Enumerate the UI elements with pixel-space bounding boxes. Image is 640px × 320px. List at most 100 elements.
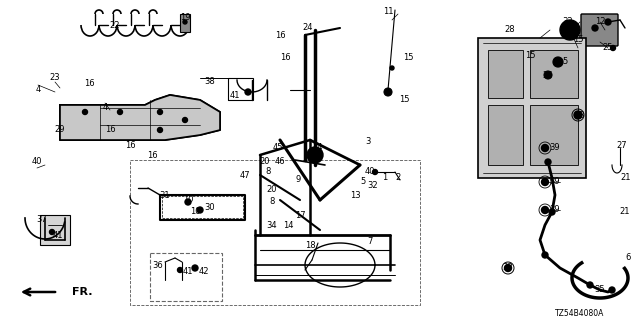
Wedge shape	[526, 50, 554, 65]
Text: 19: 19	[180, 13, 190, 22]
Text: 24: 24	[303, 23, 313, 33]
Text: 28: 28	[505, 26, 515, 35]
Circle shape	[611, 45, 616, 51]
Text: 31: 31	[160, 190, 170, 199]
Text: 38: 38	[205, 77, 216, 86]
Circle shape	[192, 265, 198, 271]
Text: 8: 8	[266, 167, 271, 177]
Text: 41: 41	[183, 268, 193, 276]
Text: 25: 25	[603, 44, 613, 52]
Circle shape	[185, 199, 191, 205]
Text: 10: 10	[183, 196, 193, 204]
Circle shape	[592, 25, 598, 31]
Circle shape	[545, 159, 551, 165]
Bar	[150, 253, 222, 301]
Circle shape	[605, 19, 611, 25]
Text: 2: 2	[396, 173, 401, 182]
Circle shape	[574, 111, 582, 119]
Text: 13: 13	[349, 190, 360, 199]
Circle shape	[182, 117, 188, 123]
Text: 39: 39	[550, 178, 560, 187]
Circle shape	[183, 20, 187, 24]
Text: 47: 47	[240, 171, 250, 180]
Text: 46: 46	[275, 157, 285, 166]
Text: 41: 41	[52, 230, 63, 239]
Text: 27: 27	[617, 140, 627, 149]
Text: 41: 41	[230, 91, 240, 100]
Circle shape	[372, 170, 378, 174]
Text: 18: 18	[305, 241, 316, 250]
Text: 30: 30	[205, 204, 215, 212]
Circle shape	[541, 145, 548, 151]
Circle shape	[390, 66, 394, 70]
Bar	[530, 50, 578, 98]
Text: 10: 10	[189, 207, 200, 217]
Text: 16: 16	[275, 30, 285, 39]
Circle shape	[587, 282, 593, 288]
Text: 5: 5	[360, 178, 365, 187]
Text: 15: 15	[525, 51, 535, 60]
Text: 43: 43	[575, 110, 586, 119]
Text: 1: 1	[382, 173, 388, 182]
Text: 16: 16	[84, 78, 94, 87]
Text: 4: 4	[102, 103, 108, 113]
Bar	[40, 215, 70, 245]
Text: 6: 6	[625, 253, 630, 262]
Text: 44: 44	[313, 143, 323, 153]
Circle shape	[549, 209, 555, 215]
Text: 33: 33	[502, 263, 513, 273]
Circle shape	[542, 252, 548, 258]
Text: 45: 45	[273, 143, 284, 153]
Bar	[488, 50, 523, 98]
Text: 35: 35	[595, 285, 605, 294]
Text: 32: 32	[563, 18, 573, 27]
Circle shape	[307, 147, 323, 163]
Circle shape	[544, 71, 552, 79]
Text: 20: 20	[260, 157, 270, 166]
Circle shape	[83, 109, 88, 115]
Text: 15: 15	[399, 95, 409, 105]
Text: 8: 8	[269, 197, 275, 206]
Text: 16: 16	[105, 125, 115, 134]
Bar	[228, 78, 253, 100]
Text: 4: 4	[35, 85, 40, 94]
Text: 16: 16	[125, 140, 135, 149]
Circle shape	[157, 109, 163, 115]
Text: 21: 21	[620, 207, 630, 217]
Text: 7: 7	[367, 237, 372, 246]
Circle shape	[553, 57, 563, 67]
Text: 17: 17	[294, 211, 305, 220]
Text: 42: 42	[199, 268, 209, 276]
Bar	[180, 14, 190, 32]
Circle shape	[197, 207, 203, 213]
Circle shape	[245, 89, 251, 95]
Circle shape	[177, 268, 182, 273]
Text: 16: 16	[280, 53, 291, 62]
Circle shape	[541, 206, 548, 213]
Text: 21: 21	[621, 173, 631, 182]
Text: 22: 22	[109, 20, 120, 29]
Text: 20: 20	[267, 186, 277, 195]
Text: 36: 36	[152, 260, 163, 269]
Circle shape	[609, 287, 615, 293]
Text: 3: 3	[365, 138, 371, 147]
Text: 40: 40	[32, 157, 42, 166]
Text: 11: 11	[383, 7, 393, 17]
Circle shape	[49, 229, 54, 235]
Text: 16: 16	[147, 150, 157, 159]
Circle shape	[384, 88, 392, 96]
Circle shape	[157, 127, 163, 132]
Text: 23: 23	[50, 74, 60, 83]
Bar	[478, 38, 586, 178]
Text: 29: 29	[55, 125, 65, 134]
Circle shape	[118, 109, 122, 115]
Text: 9: 9	[296, 175, 301, 185]
Text: 37: 37	[36, 215, 47, 225]
Circle shape	[504, 265, 511, 271]
Bar	[488, 105, 523, 165]
Text: TZ54B4080A: TZ54B4080A	[556, 309, 605, 318]
FancyBboxPatch shape	[581, 14, 618, 46]
Text: 34: 34	[267, 220, 277, 229]
Text: 14: 14	[283, 220, 293, 229]
Text: 15: 15	[403, 53, 413, 62]
